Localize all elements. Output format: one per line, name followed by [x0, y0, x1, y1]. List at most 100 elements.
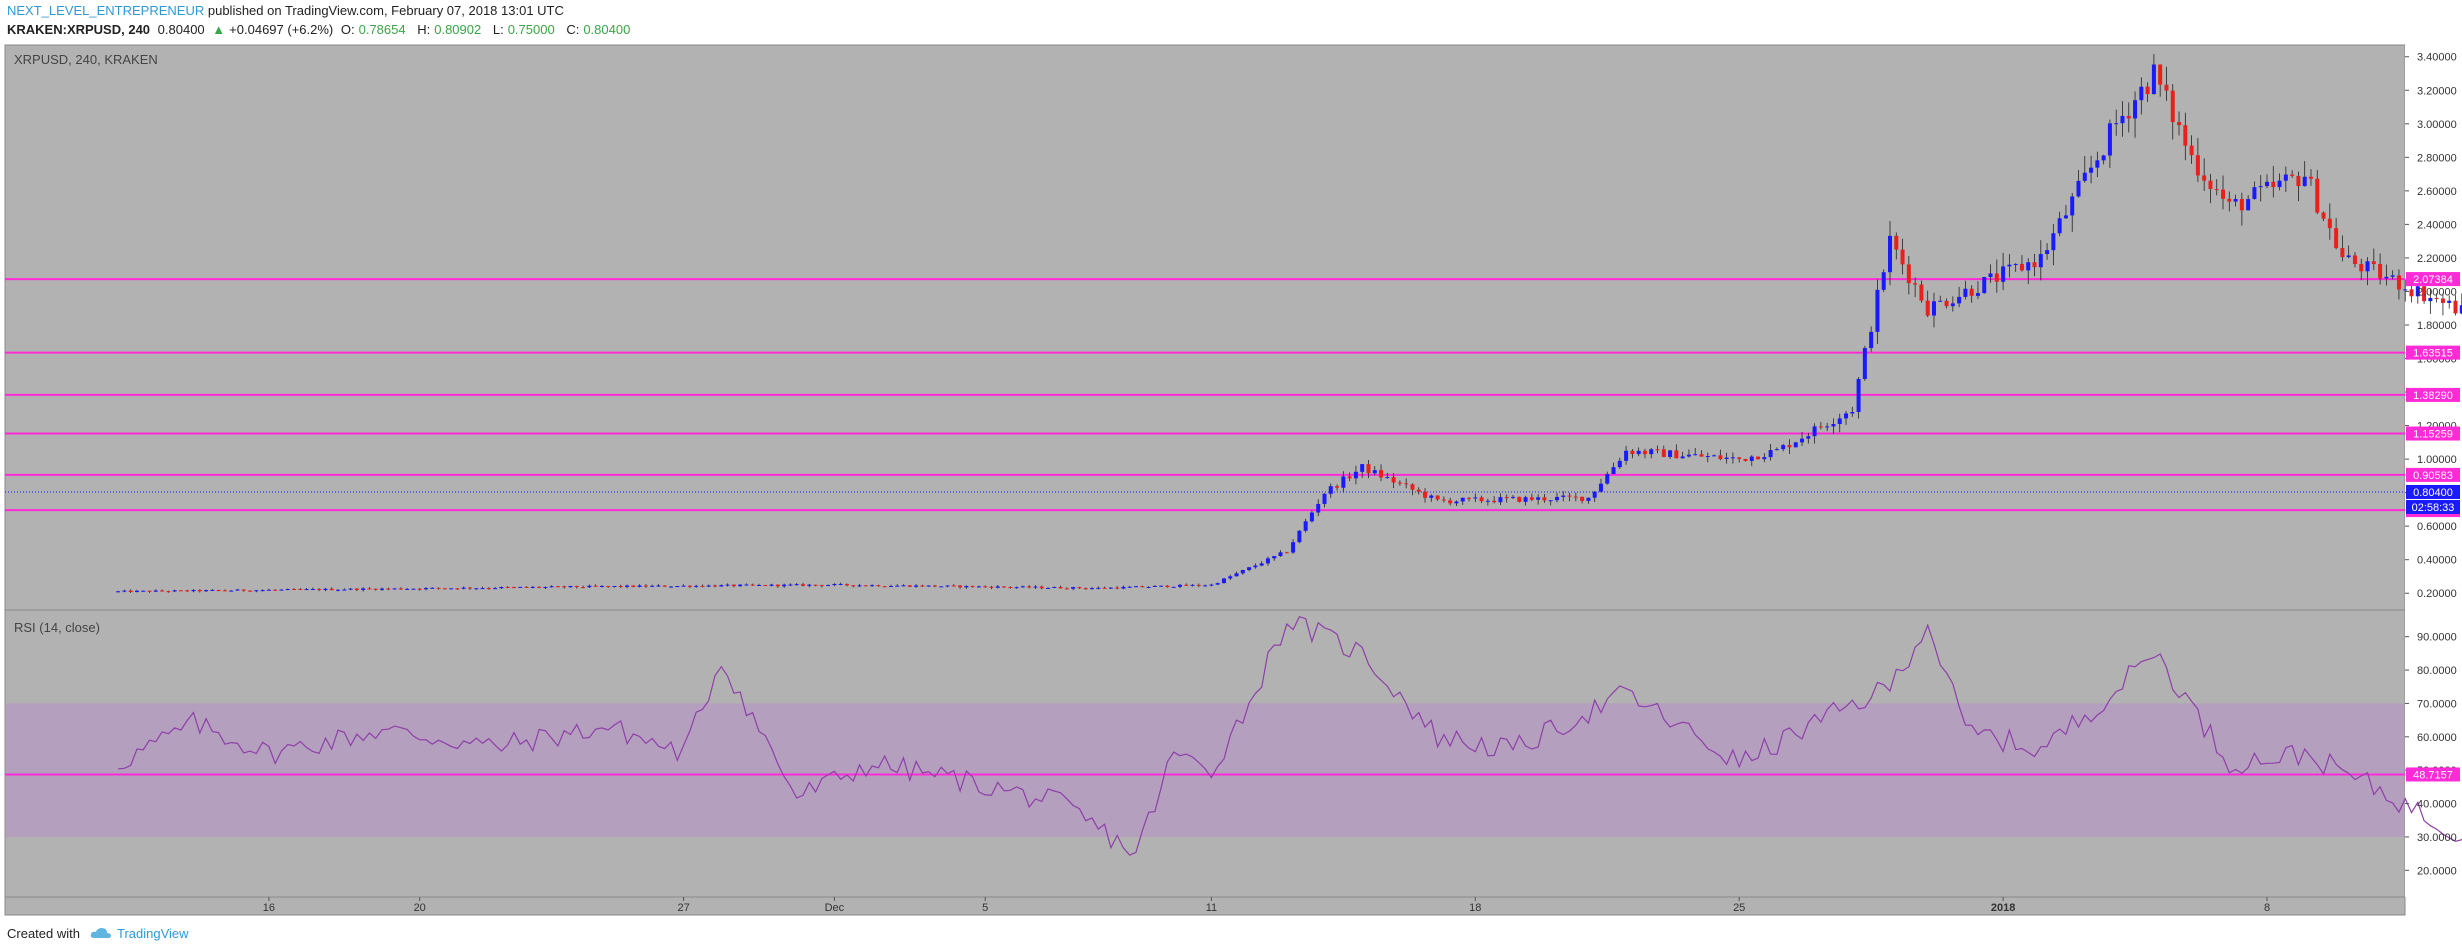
- candle-up: [2076, 180, 2081, 197]
- candle-down: [1379, 470, 1384, 478]
- candle-up: [2045, 250, 2050, 255]
- open-value: 0.78654: [358, 22, 406, 37]
- candle-down: [1184, 584, 1189, 586]
- candle-up: [2447, 300, 2452, 303]
- candle-up: [1146, 586, 1151, 588]
- level-tag-0: 2.07384: [2413, 274, 2453, 286]
- candle-down: [1058, 586, 1063, 589]
- candle-down: [241, 589, 246, 591]
- time-tick-label: 5: [982, 902, 988, 914]
- candle-down: [983, 586, 988, 588]
- candle-up: [870, 585, 875, 587]
- candle-up: [1309, 512, 1314, 522]
- level-tag-3: 1.15259: [2413, 429, 2453, 441]
- candle-down: [2177, 122, 2182, 126]
- candle-down: [2453, 300, 2458, 314]
- candle-down: [920, 585, 925, 587]
- published-text: published on TradingView.com, February 0…: [207, 3, 564, 18]
- candle-down: [2440, 298, 2445, 303]
- author-link[interactable]: NEXT_LEVEL_ENTREPRENEUR: [7, 3, 205, 18]
- candle-up: [1586, 497, 1591, 501]
- candle-down: [1718, 455, 1723, 460]
- candle-down: [1580, 496, 1585, 501]
- candle-up: [348, 588, 353, 590]
- candle-up: [1636, 450, 1641, 455]
- candle-up: [285, 588, 290, 590]
- candle-up: [1247, 567, 1252, 571]
- candle-down: [2239, 199, 2244, 211]
- candle-down: [1655, 449, 1660, 451]
- candle-down: [455, 588, 460, 590]
- candle-down: [329, 588, 334, 591]
- candle-up: [926, 585, 931, 587]
- candle-down: [1410, 484, 1415, 490]
- candle-up: [807, 584, 812, 586]
- price-pane[interactable]: [4, 44, 2406, 611]
- candle-up: [2057, 218, 2062, 234]
- candle-up: [1177, 584, 1182, 587]
- candle-down: [2158, 64, 2163, 85]
- time-axis[interactable]: [4, 896, 2406, 916]
- candle-up: [901, 585, 906, 587]
- candle-down: [436, 587, 441, 589]
- candle-down: [185, 590, 190, 592]
- candle-down: [467, 587, 472, 589]
- candle-down: [1906, 264, 1911, 284]
- candle-up: [964, 585, 969, 588]
- candle-down: [1284, 552, 1289, 554]
- candle-up: [1749, 456, 1754, 461]
- candle-up: [1473, 497, 1478, 499]
- candle-up: [2258, 186, 2263, 188]
- candle-up: [1724, 457, 1729, 460]
- candle-up: [2151, 64, 2156, 95]
- candle-up: [1624, 450, 1629, 461]
- candle-down: [373, 588, 378, 590]
- candle-up: [2133, 100, 2138, 119]
- candle-down: [442, 588, 447, 590]
- candle-down: [1115, 587, 1120, 589]
- candle-down: [216, 589, 221, 591]
- candle-up: [1511, 496, 1515, 498]
- candle-up: [2089, 167, 2094, 173]
- price-tick-label: 1.80000: [2417, 320, 2457, 332]
- candle-up: [1215, 583, 1220, 585]
- candle-down: [1165, 585, 1170, 588]
- candle-up: [945, 585, 950, 587]
- level-tag-0-bg: [2406, 272, 2460, 287]
- candle-up: [1617, 460, 1622, 468]
- level-tag-2: 1.38290: [2413, 390, 2453, 402]
- candle-down: [1083, 588, 1088, 590]
- candle-down: [1994, 273, 1999, 282]
- candle-down: [1818, 426, 1823, 428]
- candle-down: [1743, 458, 1748, 461]
- candle-down: [1008, 587, 1013, 589]
- candle-down: [2352, 255, 2357, 264]
- candle-down: [555, 586, 560, 588]
- candle-up: [1931, 301, 1936, 316]
- candle-down: [197, 589, 202, 592]
- candle-up: [888, 586, 893, 588]
- candle-up: [279, 589, 284, 591]
- candle-down: [951, 585, 956, 587]
- time-tick-label: 25: [1733, 902, 1745, 914]
- candle-down: [1404, 483, 1409, 485]
- tradingview-link[interactable]: TradingView: [117, 926, 189, 941]
- candle-down: [1787, 445, 1792, 448]
- candle-down: [813, 584, 818, 586]
- candle-up: [2428, 297, 2433, 302]
- candle-up: [1862, 348, 1867, 379]
- candle-down: [1504, 497, 1509, 499]
- time-tick-label: 20: [414, 902, 426, 914]
- candle-down: [1366, 464, 1371, 474]
- price-tick-label: 0.40000: [2417, 555, 2457, 567]
- candle-down: [1064, 588, 1069, 590]
- price-tick-label: 2.80000: [2417, 152, 2457, 164]
- candle-down: [1517, 496, 1522, 502]
- candle-up: [2063, 215, 2068, 219]
- candle-down: [2409, 289, 2414, 297]
- candle-down: [1737, 457, 1742, 459]
- candle-down: [128, 590, 133, 593]
- candle-up: [543, 586, 548, 588]
- candle-up: [838, 583, 843, 585]
